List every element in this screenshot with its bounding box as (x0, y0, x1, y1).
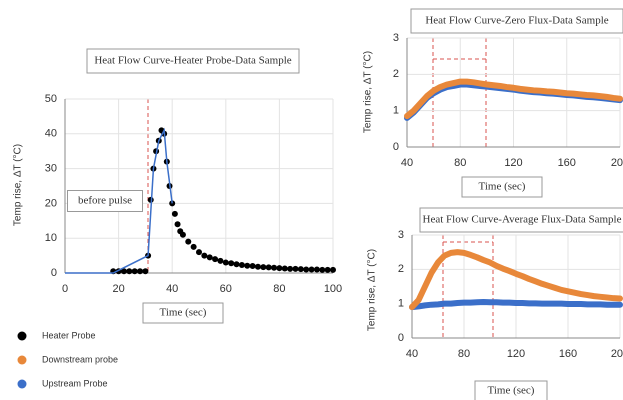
legend-marker (17, 355, 27, 365)
data-point (174, 221, 181, 228)
x-tick-label: 40 (401, 157, 413, 169)
chart-title-box (419, 207, 623, 233)
x-tick-label: 80 (454, 157, 466, 169)
data-point (190, 243, 197, 250)
data-point (142, 268, 149, 275)
y-tick-label: 20 (45, 197, 57, 209)
series-line (404, 78, 623, 120)
x-tick-label: 120 (507, 348, 525, 360)
x-axis-label: Time (sec) (488, 385, 535, 397)
data-point (271, 264, 278, 271)
data-point (228, 260, 235, 267)
y-tick-label: 50 (45, 93, 57, 105)
data-point (179, 231, 186, 238)
series-line (65, 127, 173, 274)
chart-title-box (410, 8, 623, 34)
data-point (281, 265, 288, 272)
data-point (244, 262, 251, 269)
data-point (196, 249, 202, 256)
y-tick-label: 0 (51, 267, 57, 279)
y-tick-label: 40 (45, 128, 57, 140)
data-point (238, 261, 245, 268)
x-axis-label: Time (sec) (160, 307, 207, 319)
chart-title: Heat Flow Curve-Average Flux-Data Sample (423, 214, 622, 226)
data-point (292, 265, 299, 272)
chart-title-box (86, 48, 300, 74)
x-axis-label-box (461, 176, 543, 198)
data-point (137, 268, 144, 275)
y-tick-label: 2 (398, 263, 404, 275)
x-tick-label: 200 (611, 348, 623, 360)
data-point (185, 238, 192, 245)
y-tick-label: 0 (393, 141, 399, 153)
x-tick-label: 80 (273, 283, 285, 295)
y-tick-label: 1 (398, 298, 404, 310)
chart-title: Heat Flow Curve-Heater Probe-Data Sample (94, 55, 291, 67)
y-tick-label: 10 (45, 232, 57, 244)
x-axis-label: Time (sec) (479, 181, 526, 193)
legend-label: Heater Probe (42, 330, 96, 340)
data-point (308, 266, 315, 273)
legend-label: Downstream probe (42, 354, 118, 364)
annotation: before pulse (78, 195, 132, 207)
data-point (330, 266, 336, 273)
y-tick-label: 0 (398, 332, 404, 344)
y-axis-label: Temp rise, ΔT (°C) (13, 144, 24, 226)
legend-marker (17, 379, 27, 389)
x-tick-label: 20 (112, 283, 124, 295)
x-tick-label: 0 (62, 283, 68, 295)
series-line (409, 298, 623, 311)
data-point (126, 268, 133, 275)
data-point (303, 266, 310, 273)
data-point (313, 266, 320, 273)
chart-title: Heat Flow Curve-Zero Flux-Data Sample (425, 15, 608, 27)
data-point (324, 266, 331, 273)
data-point (254, 263, 261, 270)
data-point (206, 254, 213, 261)
x-tick-label: 80 (458, 348, 470, 360)
data-point (217, 257, 224, 264)
data-point (131, 268, 138, 275)
y-tick-label: 3 (393, 32, 399, 44)
data-point (171, 210, 178, 217)
y-tick-label: 30 (45, 163, 57, 175)
x-tick-label: 200 (611, 157, 623, 169)
data-point (201, 252, 208, 259)
data-point (120, 268, 127, 275)
data-point (249, 263, 256, 270)
data-point (265, 264, 272, 271)
x-tick-label: 100 (324, 283, 342, 295)
y-tick-label: 3 (398, 229, 404, 241)
data-point (287, 265, 294, 272)
legend-label: Upstream Probe (42, 378, 108, 388)
x-tick-label: 40 (166, 283, 178, 295)
y-axis-label: Temp rise, ΔT (°C) (367, 249, 378, 331)
data-point (212, 256, 219, 263)
annotation-box (67, 190, 143, 212)
y-axis-label: Temp rise, ΔT (°C) (363, 51, 374, 133)
y-tick-label: 2 (393, 68, 399, 80)
y-tick-label: 1 (393, 105, 399, 117)
x-tick-label: 120 (504, 157, 522, 169)
x-axis-label-box (474, 380, 548, 400)
data-point (297, 266, 304, 273)
legend-marker (17, 331, 27, 341)
data-point (319, 266, 326, 273)
data-point (276, 265, 283, 272)
x-tick-label: 40 (406, 348, 418, 360)
x-tick-label: 160 (558, 157, 576, 169)
series-line (409, 249, 623, 311)
data-point (233, 261, 240, 268)
data-point (222, 259, 229, 266)
x-tick-label: 60 (220, 283, 232, 295)
x-axis-label-box (142, 302, 224, 324)
x-tick-label: 160 (559, 348, 577, 360)
data-point (260, 264, 267, 271)
